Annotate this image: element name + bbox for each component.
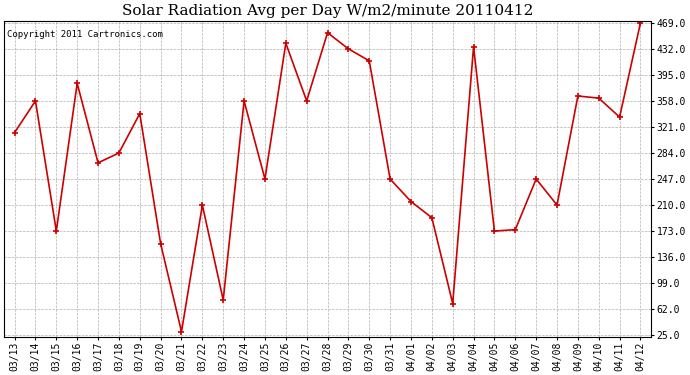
Text: Copyright 2011 Cartronics.com: Copyright 2011 Cartronics.com <box>8 30 164 39</box>
Title: Solar Radiation Avg per Day W/m2/minute 20110412: Solar Radiation Avg per Day W/m2/minute … <box>122 4 533 18</box>
